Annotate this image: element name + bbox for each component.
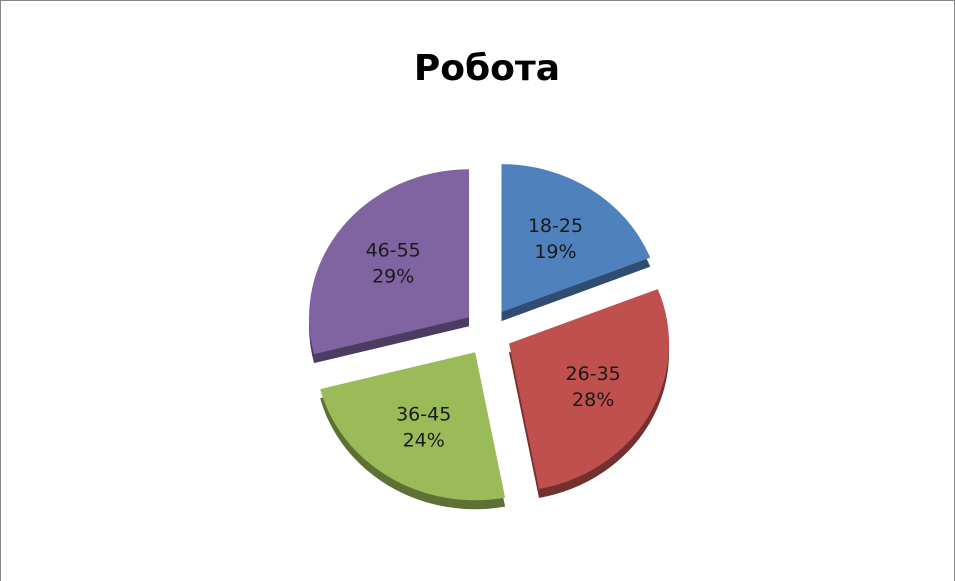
slice-value-label: 29% — [372, 265, 414, 287]
slice-value-label: 19% — [534, 241, 576, 263]
slice — [309, 169, 470, 355]
slice — [509, 289, 670, 489]
slice-category-label: 18-25 — [528, 215, 583, 237]
slice-value-label: 28% — [572, 389, 614, 411]
slice — [320, 352, 506, 501]
slice — [501, 164, 651, 313]
slice-value-label: 24% — [403, 430, 445, 452]
slice-category-label: 36-45 — [396, 404, 451, 426]
slice-category-label: 46-55 — [366, 239, 421, 261]
slice-category-label: 26-35 — [566, 363, 621, 385]
chart-title: Робота — [414, 48, 560, 89]
